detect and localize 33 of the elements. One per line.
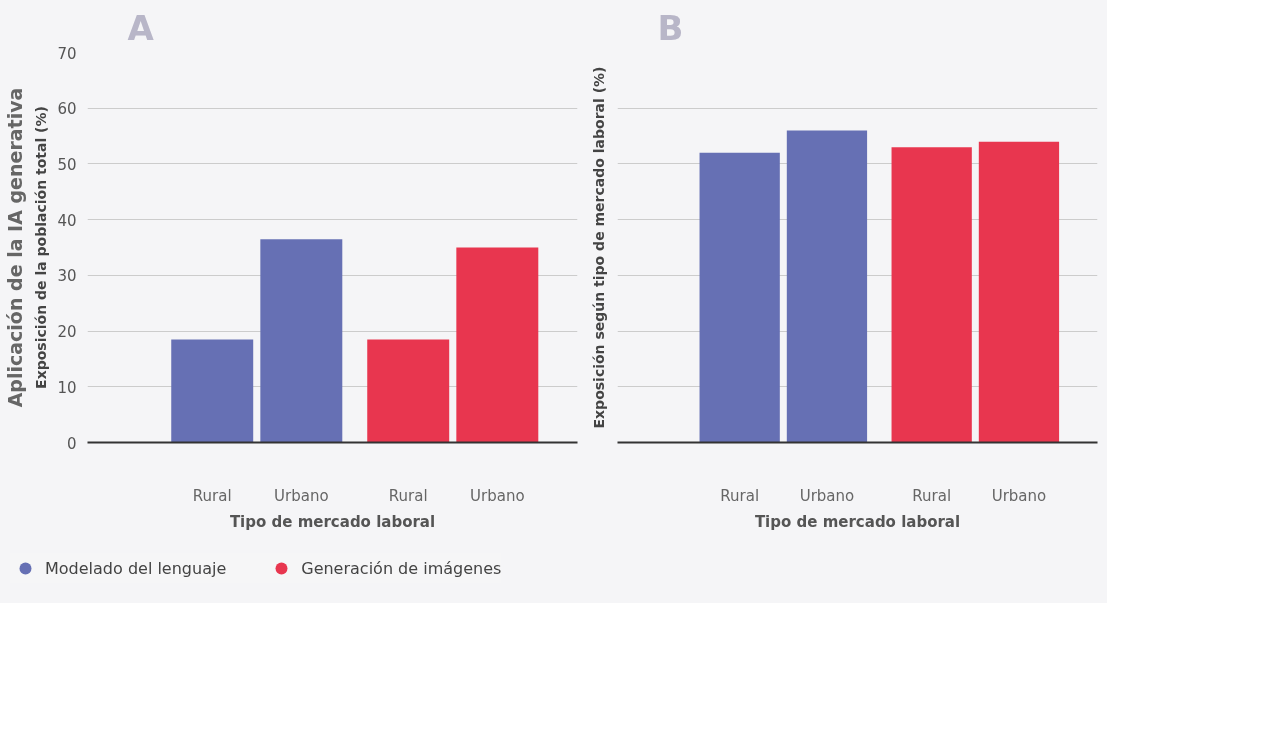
y-axis-title: Exposición de la población total (%) — [33, 106, 50, 389]
y-tick-label: 20 — [57, 323, 77, 342]
x-tick-label: Rural — [388, 486, 428, 505]
bar — [171, 339, 254, 443]
bar — [367, 339, 450, 443]
legend-label: Modelado del lenguaje — [45, 558, 227, 578]
x-tick-label: Urbano — [799, 486, 855, 505]
x-tick-label: Urbano — [470, 486, 525, 505]
x-tick-label: Rural — [192, 486, 232, 505]
y-tick-label: 70 — [57, 44, 77, 63]
y-tick-label: 30 — [57, 267, 77, 286]
y-tick-label: 60 — [57, 100, 77, 119]
y-tick-label: 0 — [66, 434, 77, 453]
x-tick-label: Urbano — [991, 486, 1047, 505]
text: Aplicación de la IA generativa — [3, 87, 26, 408]
chart-title: B — [657, 7, 684, 48]
x-tick-label: Rural — [912, 486, 952, 505]
x-axis-title: Tipo de mercado laboral — [754, 512, 961, 531]
y-axis-title: Exposición según tipo de mercado laboral (%) — [590, 66, 607, 429]
bar — [978, 141, 1060, 443]
x-tick-label: Rural — [720, 486, 760, 505]
x-axis-title: Tipo de mercado laboral — [229, 512, 436, 531]
legend-label: Generación de imágenes — [301, 558, 502, 578]
y-tick-label: 10 — [57, 378, 77, 397]
chart-title: A — [127, 7, 155, 48]
bar — [456, 247, 539, 443]
x-tick-label: Urbano — [274, 486, 329, 505]
y-tick-label: 50 — [57, 155, 77, 174]
bar — [260, 239, 343, 443]
bar — [786, 130, 868, 443]
y-tick-label: 40 — [57, 211, 77, 230]
bar — [699, 152, 780, 443]
bar — [891, 147, 972, 443]
